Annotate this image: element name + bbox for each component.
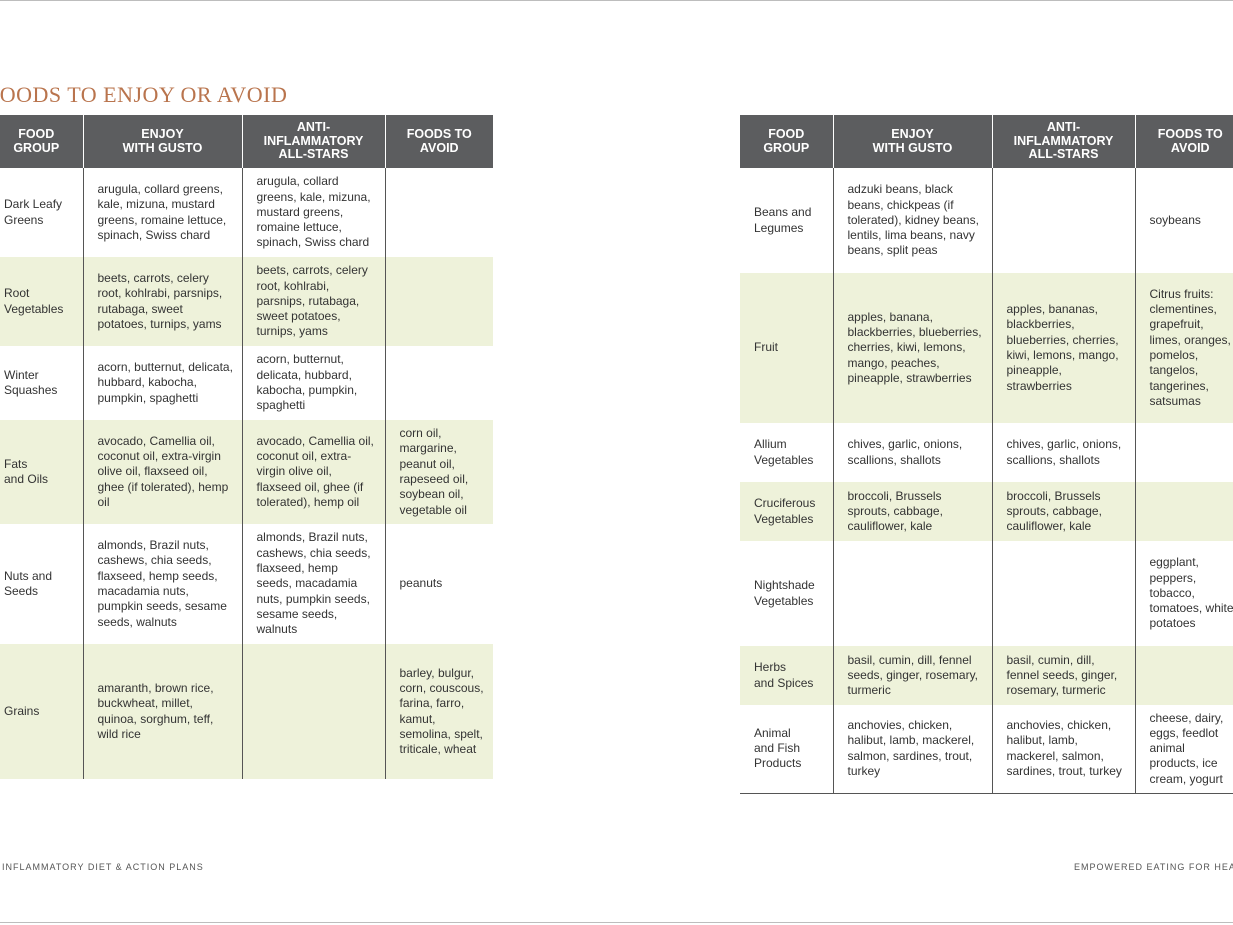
food-list-cell — [1134, 482, 1233, 541]
food-group-cell: Fats and Oils — [0, 420, 83, 524]
table-row: Nuts and Seeds almonds, Brazil nuts, cash… — [0, 524, 493, 644]
food-group-cell: Herbs and Spices — [740, 646, 833, 705]
food-list-cell: corn oil, margarine, peanut oil, rapesee… — [384, 420, 493, 524]
food-list-cell: cheese, dairy, eggs, feedlot animal prod… — [1134, 705, 1233, 794]
food-list-cell: anchovies, chicken, halibut, lamb, macke… — [991, 705, 1135, 794]
table-row: Nightshade Vegetables eggplant, peppers, … — [740, 541, 1233, 646]
food-list-cell: eggplant, peppers, tobacco, tomatoes, wh… — [1134, 541, 1233, 646]
food-group-cell: Fruit — [740, 273, 833, 423]
table-row: Dark Leafy Greens arugula, collard greens… — [0, 168, 493, 257]
food-group-cell: Animal and Fish Products — [740, 705, 833, 794]
food-list-cell — [991, 541, 1135, 646]
food-list-cell: apples, bananas, blackberries, blueberri… — [991, 273, 1135, 423]
food-list-cell: arugula, collard greens, kale, mizuna, m… — [241, 168, 385, 257]
food-list-cell: anchovies, chicken, halibut, lamb, macke… — [832, 705, 992, 794]
food-list-cell: amaranth, brown rice, buckwheat, millet,… — [82, 644, 242, 779]
food-list-cell — [832, 541, 992, 646]
header-cell: ENJOY WITH GUSTO — [832, 115, 992, 168]
food-group-cell: Winter Squashes — [4, 367, 58, 397]
header-cell: FOOD GROUP — [740, 115, 833, 168]
food-list-cell: avocado, Camellia oil, coconut oil, extr… — [241, 420, 385, 524]
food-list-cell — [241, 644, 385, 779]
food-list-cell: almonds, Brazil nuts, cashews, chia seed… — [241, 524, 385, 644]
food-list-cell: barley, bulgur, corn, couscous, farina, … — [384, 644, 493, 779]
food-list-cell: broccoli, Brussels sprouts, cabbage, cau… — [991, 482, 1135, 541]
header-cell: FOOD GROUP — [0, 115, 83, 168]
header-row: FOOD GROUP ENJOY WITH GUSTO ANTI- INFLAMMA… — [0, 115, 493, 168]
food-list-cell: beets, carrots, celery root, kohlrabi, p… — [241, 257, 385, 346]
food-list-cell — [991, 168, 1135, 273]
table-row: Beans and Legumes adzuki beans, black bea… — [740, 168, 1233, 273]
table-row: Herbs and Spices basil, cumin, dill, fenn… — [740, 646, 1233, 705]
food-list-cell: Citrus fruits: clementines, grapefruit, … — [1134, 273, 1233, 423]
food-list-cell — [384, 346, 493, 420]
food-group-cell: Root Vegetables — [0, 257, 83, 346]
header-cell: ANTI- INFLAMMATORY ALL-STARS — [991, 115, 1135, 168]
food-group-cell: Nuts and Seeds — [4, 568, 53, 598]
food-list-cell — [1134, 423, 1233, 482]
food-list-cell: basil, cumin, dill, fennel seeds, ginger… — [832, 646, 992, 705]
table-row: Fats and Oils avocado, Camellia oil, coco… — [0, 420, 493, 524]
title: FOODS TO ENJOY OR AVOID — [0, 82, 288, 107]
table-row: Grains amaranth, brown rice, buckwheat, m… — [0, 644, 493, 779]
food-list-cell: arugula, collard greens, kale, mizuna, m… — [82, 168, 242, 257]
food-group-cell: Grains — [0, 644, 83, 779]
food-table: FOOD GROUP ENJOY WITH GUSTO ANTI- INFLAMMA… — [740, 115, 1233, 794]
table-row: Fruit apples, banana, blackberries, blueb… — [740, 273, 1233, 423]
header-cell: ANTI- INFLAMMATORY ALL-STARS — [241, 115, 385, 168]
bottom-rule — [0, 922, 1233, 923]
table-row: Root Vegetables beets, carrots, celery ro… — [0, 257, 493, 346]
food-list-cell: adzuki beans, black beans, chickpeas (if… — [832, 168, 992, 273]
food-list-cell: peanuts — [384, 524, 493, 644]
food-list-cell: acorn, butternut, delicata, hubbard, kab… — [241, 346, 385, 420]
table-header: FOOD GROUP ENJOY WITH GUSTO ANTI- INFLAMMA… — [740, 115, 1233, 168]
food-group-cell: Dark Leafy Greens — [4, 197, 63, 227]
food-list-cell — [1134, 646, 1233, 705]
food-list-cell: soybeans — [1134, 168, 1233, 273]
food-group-cell: Allium Vegetables — [754, 437, 814, 467]
table-body: Dark Leafy Greens arugula, collard greens… — [0, 168, 493, 779]
footer: EMPOWERED EATING FOR HEALTH — [1074, 862, 1233, 872]
food-group-cell: Cruciferous Vegetables — [740, 482, 833, 541]
food-list-cell — [384, 257, 493, 346]
table-row: Animal and Fish Products anchovies, chick… — [740, 705, 1233, 794]
table-row: Cruciferous Vegetables broccoli, Brussels… — [740, 482, 1233, 541]
table-row: Winter Squashes acorn, butternut, delicat… — [0, 346, 493, 420]
food-list-cell: avocado, Camellia oil, coconut oil, extr… — [82, 420, 242, 524]
table-header: FOOD GROUP ENJOY WITH GUSTO ANTI- INFLAMMA… — [0, 115, 493, 168]
food-list-cell: almonds, Brazil nuts, cashews, chia seed… — [82, 524, 242, 644]
food-list-cell: basil, cumin, dill, fennel seeds, ginger… — [991, 646, 1135, 705]
header-cell: FOODS TO AVOID — [384, 115, 493, 168]
food-table: FOOD GROUP ENJOY WITH GUSTO ANTI- INFLAMMA… — [0, 115, 493, 779]
food-list-cell: beets, carrots, celery root, kohlrabi, p… — [82, 257, 242, 346]
header-row: FOOD GROUP ENJOY WITH GUSTO ANTI- INFLAMMA… — [740, 115, 1233, 168]
footer: INFLAMMATORY DIET & ACTION PLANS — [2, 862, 204, 872]
food-list-cell: apples, banana, blackberries, blueberrie… — [832, 273, 992, 423]
food-group-cell: Nightshade Vegetables — [754, 578, 815, 608]
header-cell: FOODS TO AVOID — [1134, 115, 1233, 168]
food-group-cell: Beans and Legumes — [754, 205, 812, 235]
top-rule — [0, 0, 1233, 1]
food-list-cell: chives, garlic, onions, scallions, shall… — [991, 423, 1135, 482]
food-list-cell: broccoli, Brussels sprouts, cabbage, cau… — [832, 482, 992, 541]
food-list-cell: acorn, butternut, delicata, hubbard, kab… — [82, 346, 242, 420]
table-body: Beans and Legumes adzuki beans, black bea… — [740, 168, 1233, 794]
food-list-cell — [384, 168, 493, 257]
header-cell: ENJOY WITH GUSTO — [82, 115, 242, 168]
table-row: Allium Vegetables chives, garlic, onions,… — [740, 423, 1233, 482]
food-list-cell: chives, garlic, onions, scallions, shall… — [832, 423, 992, 482]
